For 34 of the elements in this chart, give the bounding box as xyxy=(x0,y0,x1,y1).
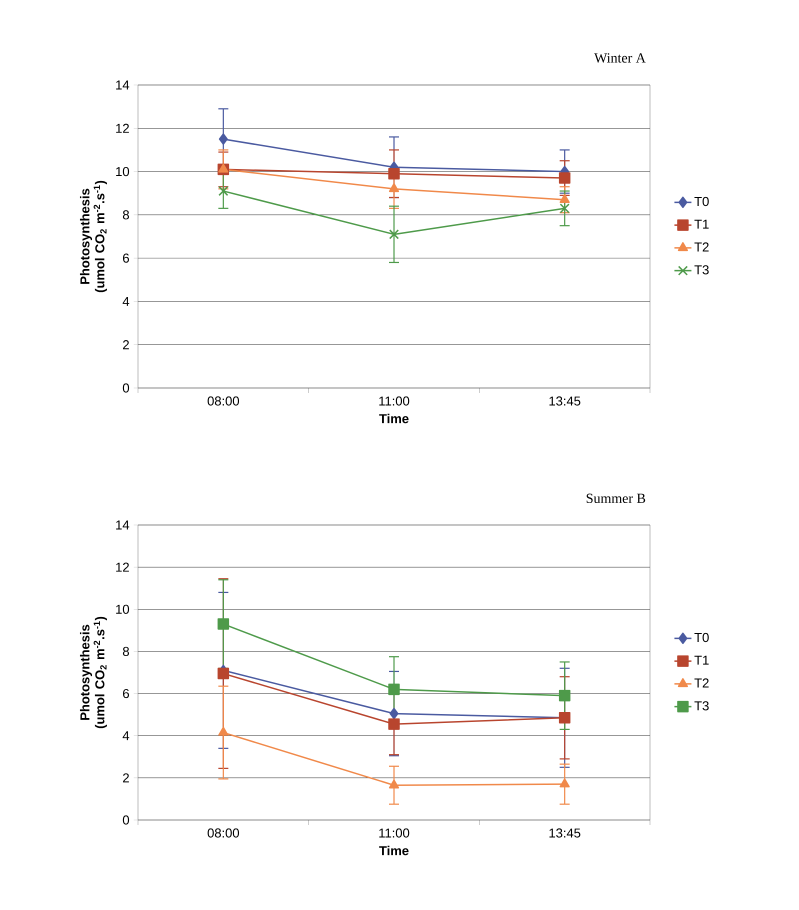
y-tick-label: 8 xyxy=(122,646,130,656)
y-tick-label: 0 xyxy=(122,815,130,825)
legend-label: T0 xyxy=(694,632,709,642)
y-tick-label: 14 xyxy=(116,80,130,90)
x-tick-label: 11:00 xyxy=(379,828,410,838)
y-tick-label: 6 xyxy=(123,254,130,263)
x-tick-label: 11:00 xyxy=(379,396,410,406)
y-tick-label: 10 xyxy=(116,166,130,176)
y-tick-label: 12 xyxy=(116,124,129,133)
y-tick-label: 12 xyxy=(116,562,129,572)
legend-label: T0 xyxy=(694,196,709,206)
legend-label: T2 xyxy=(694,242,709,252)
x-axis-title: Time xyxy=(379,414,409,424)
legend-label: T3 xyxy=(694,701,709,710)
legend-label: T2 xyxy=(694,678,709,688)
y-tick-label: 2 xyxy=(123,773,129,782)
legend-label: T1 xyxy=(694,220,709,229)
x-tick-label: 08:00 xyxy=(208,828,240,838)
legend-label: T3 xyxy=(694,265,709,274)
x-axis-title: Time xyxy=(379,846,409,856)
y-tick-label: 10 xyxy=(116,604,130,614)
x-tick-label: 13:45 xyxy=(549,396,580,406)
y-tick-label: 4 xyxy=(122,296,130,306)
x-tick-label: 08:00 xyxy=(208,396,240,406)
y-tick-label: 8 xyxy=(122,210,130,220)
chart-title: Summer B xyxy=(586,494,646,504)
y-tick-label: 2 xyxy=(123,340,129,350)
chart-title: Winter A xyxy=(594,53,646,63)
y-tick-label: 4 xyxy=(122,731,130,740)
legend-label: T1 xyxy=(694,656,709,665)
y-tick-label: 6 xyxy=(123,688,130,698)
x-tick-label: 13:45 xyxy=(549,828,580,838)
y-tick-label: 0 xyxy=(122,383,130,393)
y-tick-label: 14 xyxy=(116,520,130,530)
